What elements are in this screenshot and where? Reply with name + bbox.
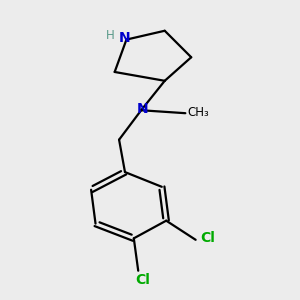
- Text: H: H: [106, 29, 115, 42]
- Text: N: N: [119, 31, 131, 45]
- Text: Cl: Cl: [200, 231, 215, 245]
- Text: N: N: [137, 102, 148, 116]
- Text: Cl: Cl: [135, 273, 150, 287]
- Text: CH₃: CH₃: [188, 106, 209, 119]
